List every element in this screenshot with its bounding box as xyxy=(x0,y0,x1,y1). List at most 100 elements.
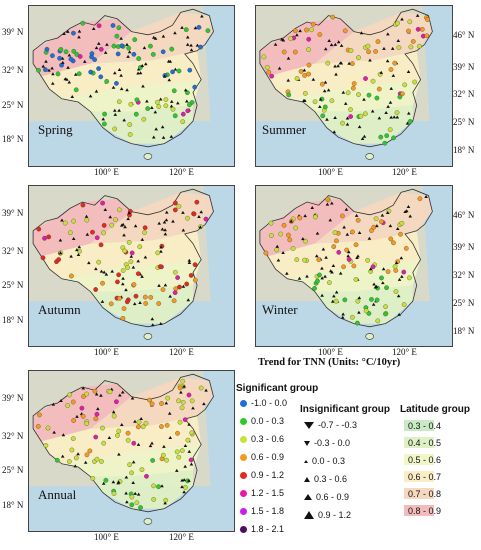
legend-label: 0.4 - 0.5 xyxy=(408,437,442,448)
significant-legend-item: 0.6 - 0.9 xyxy=(240,452,284,462)
latitude-label: 32° N xyxy=(453,89,475,99)
season-label: Annual xyxy=(38,487,77,502)
legend-dot-icon xyxy=(240,417,247,425)
longitude-label: 120° E xyxy=(169,347,194,357)
legend-label: 0.3 - 0.6 xyxy=(314,474,348,484)
latitude-label: 39° N xyxy=(453,62,475,72)
season-label: Summer xyxy=(262,122,307,137)
latitude-label: 18° N xyxy=(453,145,475,155)
latitude-label: 18° N xyxy=(2,500,24,510)
insignificant-legend-item: 0.0 - 0.3 xyxy=(304,456,345,466)
legend-label: 0.5 - 0.6 xyxy=(408,454,442,465)
significant-legend-item: 1.8 - 2.1 xyxy=(240,524,284,534)
latitude-group-title: Latitude group xyxy=(400,404,470,415)
latitude-label: 25° N xyxy=(453,117,475,127)
legend-label: 0.0 - 0.3 xyxy=(312,456,346,466)
longitude-label: 100° E xyxy=(94,167,119,177)
significant-legend-item: 0.0 - 0.3 xyxy=(240,416,284,426)
map-panel-annual xyxy=(28,370,235,532)
latitude-label: 32° N xyxy=(2,246,24,256)
legend-label: 0.7 - 0.8 xyxy=(408,488,442,499)
insignificant-legend-item: 0.6 - 0.9 xyxy=(304,492,349,502)
legend-dot-icon xyxy=(240,471,247,479)
insignificant-legend-item: 0.9 - 1.2 xyxy=(304,510,351,520)
latitude-label: 46° N xyxy=(453,210,475,220)
latitude-label: 46° N xyxy=(453,30,475,40)
legend-title: Trend for TNN (Units: °C/10yr) xyxy=(258,357,401,368)
legend-triangle-icon xyxy=(304,511,314,519)
significant-legend-item: -1.0 - 0.0 xyxy=(240,398,287,408)
legend-label: 1.5 - 1.8 xyxy=(251,506,285,516)
legend-label: 0.3 - 0.4 xyxy=(408,420,442,431)
legend-label: -0.7 - -0.3 xyxy=(318,420,358,430)
significant-legend-item: 1.2 - 1.5 xyxy=(240,488,284,498)
legend-triangle-icon xyxy=(304,494,312,500)
latitude-label: 25° N xyxy=(2,100,24,110)
legend-dot-icon xyxy=(240,525,247,533)
legend-label: -1.0 - 0.0 xyxy=(251,398,288,408)
significant-legend-item: 0.9 - 1.2 xyxy=(240,470,284,480)
latitude-label: 25° N xyxy=(2,280,24,290)
latitude-legend-item: 0.7 - 0.8 xyxy=(404,488,473,499)
latitude-label: 25° N xyxy=(2,465,24,475)
legend-dot-icon xyxy=(240,399,247,407)
latitude-label: 18° N xyxy=(453,326,475,336)
legend-swatch xyxy=(404,488,434,499)
significant-legend-item: 1.5 - 1.8 xyxy=(240,506,284,516)
latitude-label: 25° N xyxy=(453,298,475,308)
legend-label: 0.6 - 0.7 xyxy=(408,471,442,482)
legend-label: -0.3 - 0.0 xyxy=(314,438,351,448)
map-panel-winter xyxy=(255,185,453,347)
legend-triangle-icon xyxy=(304,459,308,463)
latitude-label: 39° N xyxy=(2,208,24,218)
legend-dot-icon xyxy=(240,435,247,443)
latitude-label: 39° N xyxy=(2,27,24,37)
legend-label: 1.2 - 1.5 xyxy=(251,488,285,498)
map-panel-summer xyxy=(255,5,453,167)
legend-triangle-icon xyxy=(304,421,314,429)
legend-dot-icon xyxy=(240,453,247,461)
longitude-label: 100° E xyxy=(318,347,343,357)
latitude-label: 39° N xyxy=(453,242,475,252)
latitude-label: 18° N xyxy=(2,134,24,144)
longitude-label: 100° E xyxy=(318,167,343,177)
significant-group-title: Significant group xyxy=(236,383,319,394)
longitude-label: 120° E xyxy=(392,167,417,177)
season-label: Winter xyxy=(262,302,298,317)
legend-triangle-icon xyxy=(304,440,310,446)
legend-swatch xyxy=(404,471,434,482)
china-map xyxy=(256,186,452,346)
legend-swatch xyxy=(404,420,434,431)
insignificant-legend-item: -0.3 - 0.0 xyxy=(304,438,350,448)
legend-label: 0.3 - 0.6 xyxy=(251,434,285,444)
legend-label: 0.9 - 1.2 xyxy=(251,470,285,480)
season-label: Autumn xyxy=(38,302,81,317)
latitude-legend-item: 0.6 - 0.7 xyxy=(404,471,473,482)
legend-label: 1.8 - 2.1 xyxy=(251,524,285,534)
map-panel-autumn xyxy=(28,185,235,347)
legend-label: 0.6 - 0.9 xyxy=(251,452,285,462)
longitude-label: 100° E xyxy=(94,532,119,542)
insignificant-group-title: Insignificant group xyxy=(300,404,390,415)
china-map xyxy=(256,6,452,166)
latitude-label: 39° N xyxy=(2,393,24,403)
legend-label: 0.6 - 0.9 xyxy=(316,492,350,502)
latitude-legend-item: 0.3 - 0.4 xyxy=(404,420,473,431)
legend-dot-icon xyxy=(240,507,247,515)
legend-swatch xyxy=(404,505,434,516)
insignificant-legend-item: -0.7 - -0.3 xyxy=(304,420,357,430)
latitude-label: 32° N xyxy=(2,431,24,441)
legend-swatch xyxy=(404,437,434,448)
china-map xyxy=(29,6,234,166)
longitude-label: 120° E xyxy=(169,532,194,542)
china-map xyxy=(29,186,234,346)
insignificant-legend-item: 0.3 - 0.6 xyxy=(304,474,347,484)
longitude-label: 100° E xyxy=(94,347,119,357)
latitude-legend-item: 0.4 - 0.5 xyxy=(404,437,473,448)
legend-label: 0.9 - 1.2 xyxy=(318,510,352,520)
legend-swatch xyxy=(404,454,434,465)
legend-label: 0.8 - 0.9 xyxy=(408,505,442,516)
latitude-label: 32° N xyxy=(2,65,24,75)
season-label: Spring xyxy=(38,122,73,137)
longitude-label: 120° E xyxy=(392,347,417,357)
